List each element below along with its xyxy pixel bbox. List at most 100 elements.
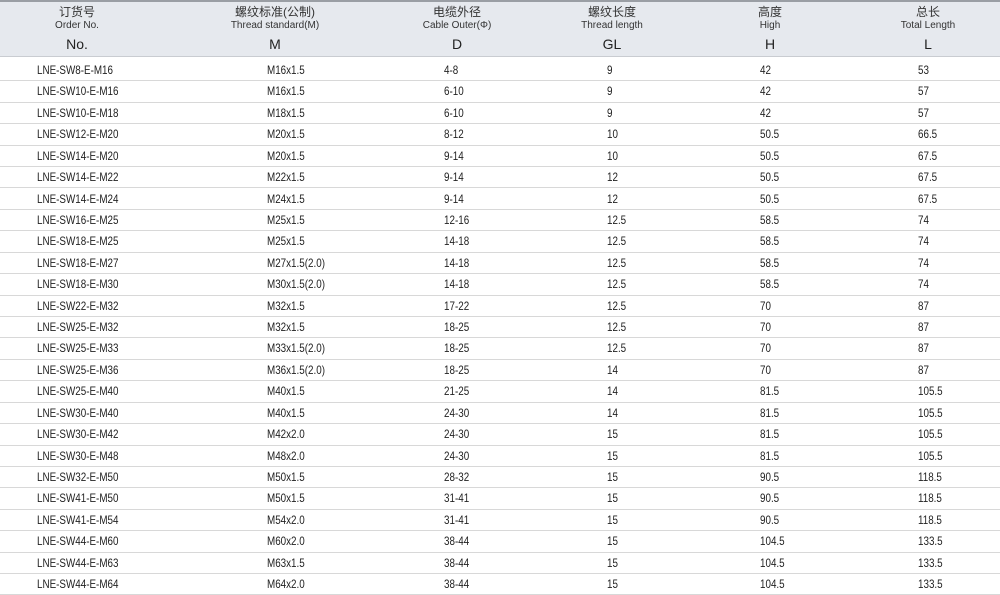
cell-total-length: 105.5 [918,427,943,442]
cell-thread-length: 12.5 [607,320,627,335]
cell-total-length: 118.5 [918,491,942,506]
cell-thread-standard: M54x2.0 [267,512,305,527]
cell-order-no: LNE-SW8-E-M16 [37,63,114,77]
cell-thread-length: 15 [607,491,618,506]
cell-height: 42 [760,63,771,77]
table-row: LNE-SW18-E-M30 M30x1.5(2.0) 14-18 12.5 58.5 7… [0,274,1000,296]
cell-order-no: LNE-SW14-E-M22 [37,170,119,185]
header-cn: 总长 [915,5,940,19]
cell-thread-length: 15 [607,555,618,570]
cell-thread-standard: M16x1.5 [267,63,305,77]
cell-thread-standard: M32x1.5 [267,320,305,335]
cell-thread-standard: M50x1.5 [267,491,305,506]
cell-cable-outer: 12-16 [444,212,470,227]
cell-height: 58.5 [760,212,780,227]
header-cn: 高度 [757,5,782,19]
cell-cable-outer: 4-8 [444,63,459,77]
header-en: Order No. [55,20,99,31]
cell-thread-standard: M33x1.5(2.0) [267,341,325,356]
cell-thread-length: 10 [607,148,618,163]
cell-cable-outer: 17-22 [444,298,470,313]
cell-thread-standard: M25x1.5 [267,234,305,249]
cell-cable-outer: 14-18 [444,255,470,270]
table-row: LNE-SW8-E-M16 M16x1.5 4-8 9 42 53 [0,60,1000,82]
cell-thread-length: 15 [607,448,618,463]
cell-total-length: 74 [918,277,929,292]
cell-height: 81.5 [760,427,780,442]
cell-height: 104.5 [760,555,785,570]
cell-thread-standard: M50x1.5 [267,469,305,484]
cell-total-length: 87 [918,320,929,335]
cell-thread-length: 9 [607,105,613,120]
cell-total-length: 133.5 [918,555,943,570]
cell-order-no: LNE-SW44-E-M64 [37,577,119,592]
cell-total-length: 74 [918,212,929,227]
cell-height: 70 [760,362,771,377]
cell-thread-length: 15 [607,534,618,549]
cell-thread-length: 15 [607,512,618,527]
cell-cable-outer: 6-10 [444,84,464,99]
table-row: LNE-SW41-E-M54 M54x2.0 31-41 15 90.5 118.5 [0,510,1000,532]
cell-thread-length: 12.5 [607,341,627,356]
header-en: Thread length [581,20,643,31]
header-cn: 螺纹长度 [587,5,636,19]
cell-order-no: LNE-SW25-E-M33 [37,341,119,356]
cell-order-no: LNE-SW30-E-M48 [37,448,119,463]
cell-height: 58.5 [760,234,780,249]
cell-thread-length: 12.5 [607,255,627,270]
cell-thread-standard: M20x1.5 [267,127,305,142]
cell-order-no: LNE-SW14-E-M24 [37,191,119,206]
header-cn: 螺纹标准(公制) [235,5,315,19]
cell-thread-length: 10 [607,127,618,142]
cell-total-length: 118.5 [918,512,942,527]
cell-total-length: 118.5 [918,469,942,484]
table-row: LNE-SW18-E-M25 M25x1.5 14-18 12.5 58.5 74 [0,231,1000,253]
cell-cable-outer: 9-14 [444,170,464,185]
column-header-total-length: 总长 Total Length L [838,5,1000,54]
cell-order-no: LNE-SW30-E-M42 [37,427,119,442]
cell-thread-length: 12 [607,170,618,185]
cell-total-length: 87 [918,341,929,356]
table-row: LNE-SW25-E-M36 M36x1.5(2.0) 18-25 14 70 87 [0,360,1000,382]
cell-order-no: LNE-SW18-E-M25 [37,234,119,249]
cell-order-no: LNE-SW44-E-M60 [37,534,119,549]
cell-cable-outer: 18-25 [444,341,470,356]
cell-order-no: LNE-SW25-E-M36 [37,362,119,377]
cell-order-no: LNE-SW30-E-M40 [37,405,119,420]
cell-order-no: LNE-SW18-E-M27 [37,255,119,270]
header-sym: GL [602,36,622,52]
cell-total-length: 67.5 [918,170,938,185]
cell-thread-standard: M30x1.5(2.0) [267,277,325,292]
header-sym: L [924,36,932,52]
cell-total-length: 67.5 [918,148,938,163]
header-en: High [759,20,781,31]
cell-thread-length: 12.5 [607,277,627,292]
cell-cable-outer: 24-30 [444,427,470,442]
cell-thread-length: 14 [607,405,618,420]
column-header-thread-length: 螺纹长度 Thread length GL [522,5,702,54]
cell-height: 50.5 [760,127,780,142]
cell-cable-outer: 18-25 [444,320,470,335]
table-row: LNE-SW44-E-M64 M64x2.0 38-44 15 104.5 133.5 [0,574,1000,595]
cell-thread-standard: M40x1.5 [267,405,305,420]
cell-thread-length: 12 [607,191,618,206]
cell-thread-standard: M20x1.5 [267,148,305,163]
cell-thread-length: 14 [607,384,618,399]
column-header-height: 高度 High H [680,5,860,54]
cell-cable-outer: 38-44 [444,555,470,570]
cell-order-no: LNE-SW12-E-M20 [37,127,119,142]
cell-total-length: 57 [918,105,929,120]
header-cn: 电缆外径 [432,5,481,19]
header-sym: H [764,36,776,52]
cell-total-length: 66.5 [918,127,938,142]
cell-height: 58.5 [760,255,780,270]
table-header: 订货号 Order No. No. 螺纹标准(公制) Thread standard(M… [0,0,1000,57]
cell-thread-length: 15 [607,469,618,484]
cell-order-no: LNE-SW22-E-M32 [37,298,119,313]
cell-total-length: 133.5 [918,577,943,592]
table-row: LNE-SW44-E-M63 M63x1.5 38-44 15 104.5 133.5 [0,553,1000,575]
cell-height: 81.5 [760,384,780,399]
table-row: LNE-SW30-E-M42 M42x2.0 24-30 15 81.5 105.5 [0,424,1000,446]
cell-thread-length: 12.5 [607,234,627,249]
cell-order-no: LNE-SW25-E-M40 [37,384,119,399]
